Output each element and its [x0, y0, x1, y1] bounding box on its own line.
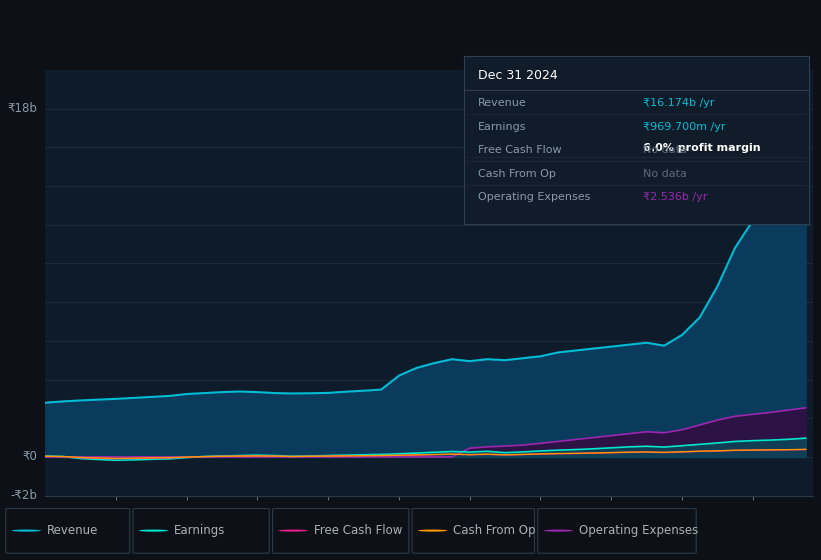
Text: ₹18b: ₹18b: [7, 102, 38, 115]
Text: 6.0% profit margin: 6.0% profit margin: [643, 143, 761, 153]
Text: ₹969.700m /yr: ₹969.700m /yr: [643, 122, 726, 132]
Text: Earnings: Earnings: [478, 122, 526, 132]
Circle shape: [544, 530, 573, 531]
Text: Operating Expenses: Operating Expenses: [478, 192, 590, 202]
Text: Revenue: Revenue: [47, 524, 99, 537]
Text: Operating Expenses: Operating Expenses: [579, 524, 698, 537]
Text: ₹16.174b /yr: ₹16.174b /yr: [643, 98, 714, 108]
Text: No data: No data: [643, 145, 687, 155]
Text: Cash From Op: Cash From Op: [453, 524, 535, 537]
Text: ₹0: ₹0: [23, 450, 38, 464]
Text: Free Cash Flow: Free Cash Flow: [314, 524, 402, 537]
Text: ₹2.536b /yr: ₹2.536b /yr: [643, 192, 708, 202]
Text: No data: No data: [643, 169, 687, 179]
Circle shape: [278, 530, 308, 531]
Text: Free Cash Flow: Free Cash Flow: [478, 145, 562, 155]
Text: Revenue: Revenue: [478, 98, 526, 108]
Text: Dec 31 2024: Dec 31 2024: [478, 69, 557, 82]
Text: Earnings: Earnings: [174, 524, 226, 537]
Text: Cash From Op: Cash From Op: [478, 169, 556, 179]
Circle shape: [139, 530, 168, 531]
Circle shape: [11, 530, 41, 531]
Text: -₹2b: -₹2b: [11, 489, 38, 502]
Circle shape: [418, 530, 447, 531]
